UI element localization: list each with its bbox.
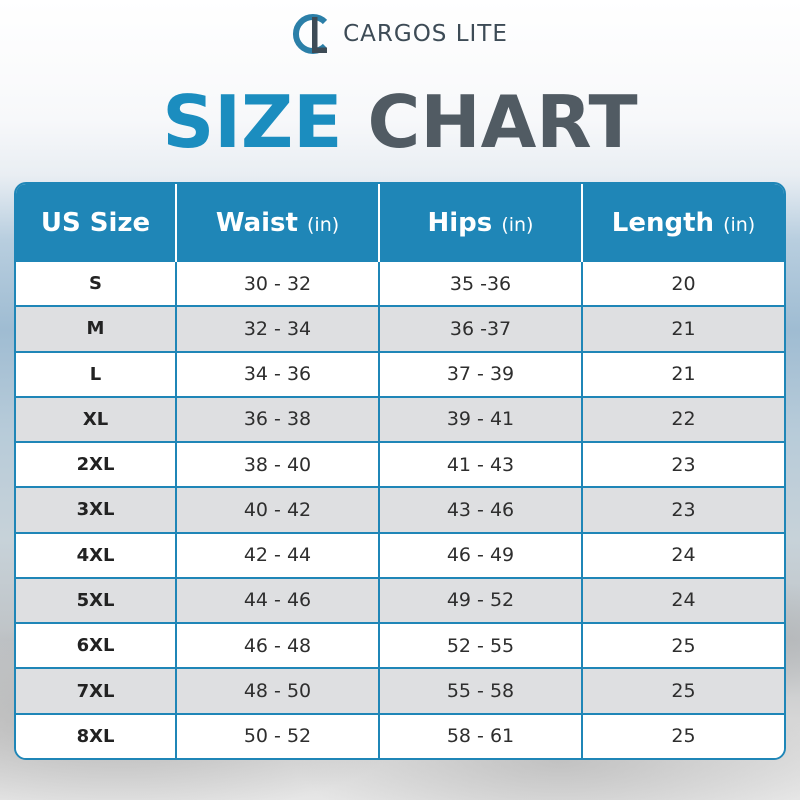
title-word-chart: CHART xyxy=(367,80,638,164)
cell-waist: 36 - 38 xyxy=(176,396,380,444)
cell-size: 8XL xyxy=(16,713,177,758)
table-row: S 30 - 32 35 -36 20 xyxy=(16,262,784,308)
cell-size: 4XL xyxy=(16,532,177,579)
table-row: 7XL 48 - 50 55 - 58 25 xyxy=(16,668,784,715)
cell-waist: 30 - 32 xyxy=(176,262,380,308)
header-label: Waist xyxy=(215,208,298,238)
cell-waist: 38 - 40 xyxy=(176,442,380,489)
cell-hips: 35 -36 xyxy=(379,262,583,308)
cell-length: 23 xyxy=(582,442,784,489)
cell-hips: 41 - 43 xyxy=(379,442,583,489)
cell-length: 22 xyxy=(582,396,784,444)
cell-size: 3XL xyxy=(16,487,177,534)
table-row: 3XL 40 - 42 43 - 46 23 xyxy=(16,487,784,534)
cell-size: 6XL xyxy=(16,623,177,670)
cell-hips: 58 - 61 xyxy=(379,713,583,758)
table-row: 2XL 38 - 40 41 - 43 23 xyxy=(16,442,784,489)
cell-waist: 34 - 36 xyxy=(176,351,380,398)
table-row: M 32 - 34 36 -37 21 xyxy=(16,306,784,353)
cell-waist: 40 - 42 xyxy=(176,487,380,534)
cell-waist: 46 - 48 xyxy=(176,623,380,670)
cell-size: 7XL xyxy=(16,668,177,715)
cell-hips: 39 - 41 xyxy=(379,396,583,444)
cell-length: 24 xyxy=(582,577,784,625)
header-unit: (in) xyxy=(307,214,340,236)
cell-size: 2XL xyxy=(16,442,177,489)
header-length: Length (in) xyxy=(582,184,784,262)
header-unit: (in) xyxy=(723,214,756,236)
cell-hips: 46 - 49 xyxy=(379,532,583,579)
table-row: 8XL 50 - 52 58 - 61 25 xyxy=(16,713,784,758)
cell-size: XL xyxy=(16,396,177,444)
table-row: 4XL 42 - 44 46 - 49 24 xyxy=(16,532,784,579)
cell-size: 5XL xyxy=(16,577,177,625)
header-us-size: US Size xyxy=(16,184,177,262)
header-label: US Size xyxy=(40,208,151,238)
table-row: L 34 - 36 37 - 39 21 xyxy=(16,351,784,398)
cell-size: L xyxy=(16,351,177,398)
brand-name: CARGOS LITE xyxy=(343,21,508,47)
cell-length: 25 xyxy=(582,668,784,715)
cell-waist: 42 - 44 xyxy=(176,532,380,579)
header-label: Length xyxy=(611,208,715,238)
cell-length: 24 xyxy=(582,532,784,579)
title-word-size: SIZE xyxy=(162,80,343,164)
header-waist: Waist (in) xyxy=(176,184,380,262)
cell-waist: 32 - 34 xyxy=(176,306,380,353)
cell-hips: 52 - 55 xyxy=(379,623,583,670)
brand-logo: CARGOS LITE xyxy=(0,13,800,55)
table-row: 6XL 46 - 48 52 - 55 25 xyxy=(16,623,784,670)
cl-circle-logo-icon xyxy=(292,13,334,55)
cell-hips: 36 -37 xyxy=(379,306,583,353)
cell-length: 23 xyxy=(582,487,784,534)
cell-waist: 50 - 52 xyxy=(176,713,380,758)
cell-hips: 43 - 46 xyxy=(379,487,583,534)
cell-size: M xyxy=(16,306,177,353)
header-unit: (in) xyxy=(501,214,534,236)
table-row: 5XL 44 - 46 49 - 52 24 xyxy=(16,577,784,625)
cell-size: S xyxy=(16,262,177,308)
header-label: Hips xyxy=(427,208,493,238)
cell-waist: 48 - 50 xyxy=(176,668,380,715)
cell-length: 21 xyxy=(582,351,784,398)
cell-hips: 49 - 52 xyxy=(379,577,583,625)
cell-length: 20 xyxy=(582,262,784,308)
cell-hips: 55 - 58 xyxy=(379,668,583,715)
header-hips: Hips (in) xyxy=(379,184,583,262)
cell-length: 21 xyxy=(582,306,784,353)
size-chart-table: US Size Waist (in) Hips (in) Length (in)… xyxy=(14,182,786,760)
cell-hips: 37 - 39 xyxy=(379,351,583,398)
page-title: SIZE CHART xyxy=(0,80,800,164)
cell-length: 25 xyxy=(582,623,784,670)
cell-length: 25 xyxy=(582,713,784,758)
cell-waist: 44 - 46 xyxy=(176,577,380,625)
table-header-row: US Size Waist (in) Hips (in) Length (in) xyxy=(16,184,784,262)
table-row: XL 36 - 38 39 - 41 22 xyxy=(16,396,784,444)
